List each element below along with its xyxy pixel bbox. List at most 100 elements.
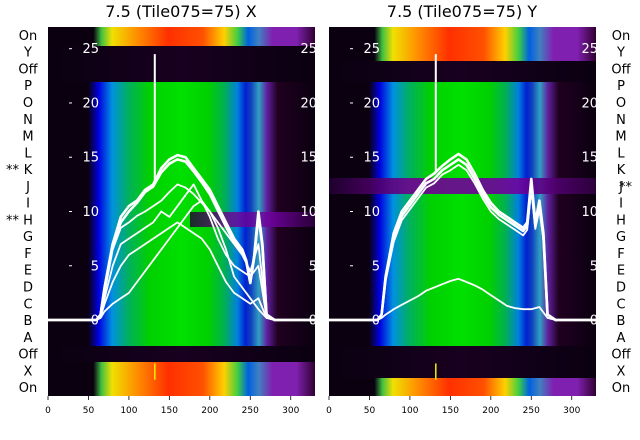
x-tick-label: 0 bbox=[45, 406, 51, 416]
y-tick-label-right: 25 bbox=[581, 42, 598, 57]
y-tick-label-right: 15 bbox=[300, 151, 317, 166]
y-tick-label: 5 bbox=[372, 259, 380, 274]
row-label: K bbox=[617, 163, 626, 178]
row-label: I bbox=[619, 197, 623, 212]
y-tick-label-right: 5 bbox=[309, 259, 317, 274]
x-tick-labels: 0 50 100 150 200 250 300 bbox=[45, 396, 300, 416]
x-tick-labels: 0 50 100 150 200 250 300 bbox=[326, 396, 581, 416]
row-label: E bbox=[24, 264, 32, 279]
heat-band-k-highlight bbox=[48, 162, 315, 179]
y-tick-label: 15 bbox=[363, 151, 380, 166]
x-tick-label: 250 bbox=[242, 406, 259, 416]
heatmap-body bbox=[48, 27, 315, 396]
row-label: O bbox=[616, 96, 626, 111]
x-tick-label: 250 bbox=[523, 406, 540, 416]
row-label: On bbox=[19, 381, 37, 396]
row-label: J bbox=[618, 180, 623, 195]
heat-band-on-bottom bbox=[329, 378, 596, 396]
heat-band-off-top bbox=[329, 61, 596, 82]
heat-band-off-bottom bbox=[329, 346, 596, 378]
heat-band-off-top bbox=[48, 60, 315, 82]
row-label: D bbox=[616, 280, 626, 295]
y-tick-label-right: 25 bbox=[300, 42, 317, 57]
heat-band-on-bottom bbox=[48, 362, 315, 396]
y-tick-label: 20 bbox=[82, 96, 99, 111]
row-label: C bbox=[616, 297, 625, 312]
y-tick-label: 25 bbox=[82, 42, 99, 57]
y-tick-label: 15 bbox=[82, 151, 99, 166]
x-tick-label: 300 bbox=[282, 406, 299, 416]
x-tick-label: 150 bbox=[442, 406, 459, 416]
series-line bbox=[48, 221, 315, 321]
row-label: On bbox=[612, 381, 630, 396]
row-label: P bbox=[24, 79, 32, 94]
y-tick-label-right: 20 bbox=[300, 96, 317, 111]
row-label: F bbox=[24, 247, 31, 262]
x-tick-label: 100 bbox=[120, 406, 137, 416]
y-tick-label-right: 10 bbox=[581, 205, 598, 220]
chart-title: 7.5 (Tile075=75) X bbox=[105, 2, 256, 21]
row-marks: ** bbox=[619, 180, 633, 195]
row-label: Off bbox=[18, 62, 38, 77]
row-label: A bbox=[24, 331, 33, 346]
row-label: F bbox=[617, 247, 624, 262]
row-label: M bbox=[22, 130, 33, 145]
row-label: Off bbox=[611, 62, 631, 77]
x-tick-label: 300 bbox=[563, 406, 580, 416]
x-tick-label: 200 bbox=[482, 406, 499, 416]
series-lines bbox=[329, 152, 596, 322]
heatmap-body bbox=[329, 27, 596, 396]
row-label: H bbox=[616, 213, 626, 228]
heat-band-on-top bbox=[329, 27, 596, 61]
row-label: G bbox=[23, 230, 33, 245]
y-tick-label-right: 10 bbox=[300, 205, 317, 220]
x-tick-label: 0 bbox=[326, 406, 332, 416]
chart-panel-y: 7.5 (Tile075=75) Y OnYOffPONMLKJIHGFEDCB… bbox=[326, 2, 632, 416]
row-label: K bbox=[24, 163, 33, 178]
y-tick-label: 10 bbox=[363, 205, 380, 220]
y-tick-label: 25 bbox=[363, 42, 380, 57]
x-tick-label: 150 bbox=[161, 406, 178, 416]
heat-band-off-bottom bbox=[48, 346, 315, 362]
series-line bbox=[48, 158, 315, 322]
row-label: E bbox=[617, 264, 625, 279]
row-mark: ** bbox=[619, 180, 633, 195]
y-tick-label-right: 15 bbox=[581, 151, 598, 166]
row-label: M bbox=[615, 130, 626, 145]
row-label: On bbox=[19, 29, 37, 44]
y-tick-label: 20 bbox=[363, 96, 380, 111]
row-label: N bbox=[23, 113, 33, 128]
y-tick-label-right: 20 bbox=[581, 96, 598, 111]
row-label: D bbox=[23, 280, 33, 295]
row-label: B bbox=[617, 314, 626, 329]
x-tick-label: 200 bbox=[201, 406, 218, 416]
row-label: N bbox=[616, 113, 626, 128]
x-tick-label: 50 bbox=[364, 406, 376, 416]
row-label: Off bbox=[611, 348, 631, 363]
row-label: Off bbox=[18, 348, 38, 363]
heat-band-j-purple bbox=[329, 178, 596, 194]
row-label: Y bbox=[616, 46, 625, 61]
x-tick-label: 50 bbox=[83, 406, 95, 416]
row-label: P bbox=[617, 79, 625, 94]
row-label: X bbox=[617, 364, 626, 379]
heat-band-y bbox=[48, 46, 315, 60]
heat-band-on-top bbox=[48, 27, 315, 46]
chart-title: 7.5 (Tile075=75) Y bbox=[387, 2, 537, 21]
chart-panel-x: 7.5 (Tile075=75) X OnYOffPONMLKJIHGFEDCB… bbox=[6, 2, 317, 416]
row-label: O bbox=[23, 96, 33, 111]
y-tick-label: 10 bbox=[82, 205, 99, 220]
row-label: J bbox=[25, 180, 30, 195]
row-label: On bbox=[612, 29, 630, 44]
y-tick-label: 5 bbox=[91, 259, 99, 274]
row-mark: ** bbox=[6, 163, 20, 178]
series-line bbox=[329, 277, 596, 321]
series-lines bbox=[48, 153, 315, 322]
row-label: X bbox=[24, 364, 33, 379]
row-label: L bbox=[24, 146, 32, 161]
row-mark: ** bbox=[6, 213, 20, 228]
y-tick-label-right: 5 bbox=[590, 259, 598, 274]
